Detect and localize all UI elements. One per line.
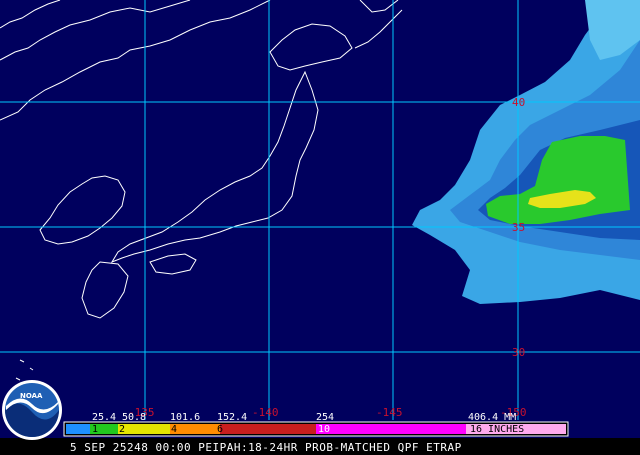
legend-swatch-0	[66, 424, 90, 434]
coastline-kuril	[354, 9, 403, 49]
legend-mm-4: 254	[316, 412, 334, 423]
noaa-logo-icon: NOAA	[2, 380, 62, 440]
color-legend: 25.4 50.8 101.6 152.4 254 406.4 MM 1 2 4…	[63, 412, 569, 437]
legend-mm-2: 101.6	[170, 412, 200, 423]
coastline-islands	[15, 359, 34, 381]
legend-inch-0: 1	[92, 424, 98, 435]
legend-inch-5: 16 INCHES	[470, 424, 524, 435]
legend-mm-3: 152.4	[217, 412, 247, 423]
graticule-labels: 40 35 30 -135 -140 -145 -150	[128, 96, 527, 419]
longitude-label-145: -145	[376, 406, 403, 419]
coastline-asia-mainland	[0, 0, 271, 121]
legend-swatch-6	[466, 424, 566, 434]
graticule	[0, 0, 640, 420]
legend-mm-0: 25.4	[92, 412, 116, 423]
latitude-label-40: 40	[512, 96, 525, 109]
legend-mm-5: 406.4 MM	[468, 412, 516, 423]
legend-swatch-3	[170, 424, 220, 434]
legend-inch-2: 4	[171, 424, 177, 435]
coastlines	[0, 0, 403, 381]
legend-swatch-5	[316, 424, 466, 434]
legend-inch-3: 6	[217, 424, 223, 435]
legend-mm-1: 50.8	[122, 412, 146, 423]
coastline-sakhalin	[359, 0, 399, 13]
longitude-label-150: -150	[500, 406, 527, 419]
precip-band-faint	[585, 0, 640, 60]
coastline-kyushu	[81, 261, 129, 319]
product-title: 5 SEP 25248 00:00 PEIPAH:18-24HR PROB-MA…	[70, 441, 462, 454]
precip-band-green	[486, 136, 630, 224]
precipitation-field	[412, 0, 640, 304]
legend-swatch-4	[220, 424, 316, 434]
coastline-korea	[39, 175, 126, 245]
coastline-hokkaido	[269, 23, 353, 71]
precip-band-yellow	[528, 190, 596, 208]
title-strip	[0, 438, 640, 455]
latitude-label-35: 35	[512, 221, 525, 234]
legend-swatch-2	[118, 424, 170, 434]
latitude-label-30: 30	[512, 346, 525, 359]
coastline-shikoku	[149, 253, 197, 275]
legend-inch-4: 10	[318, 424, 330, 435]
longitude-label-140: -140	[252, 406, 279, 419]
coastline-honshu	[110, 70, 319, 264]
legend-inch-1: 2	[119, 424, 125, 435]
noaa-logo-text: NOAA	[20, 392, 43, 400]
legend-swatch-1	[90, 424, 118, 434]
longitude-label-135: -135	[128, 406, 155, 419]
